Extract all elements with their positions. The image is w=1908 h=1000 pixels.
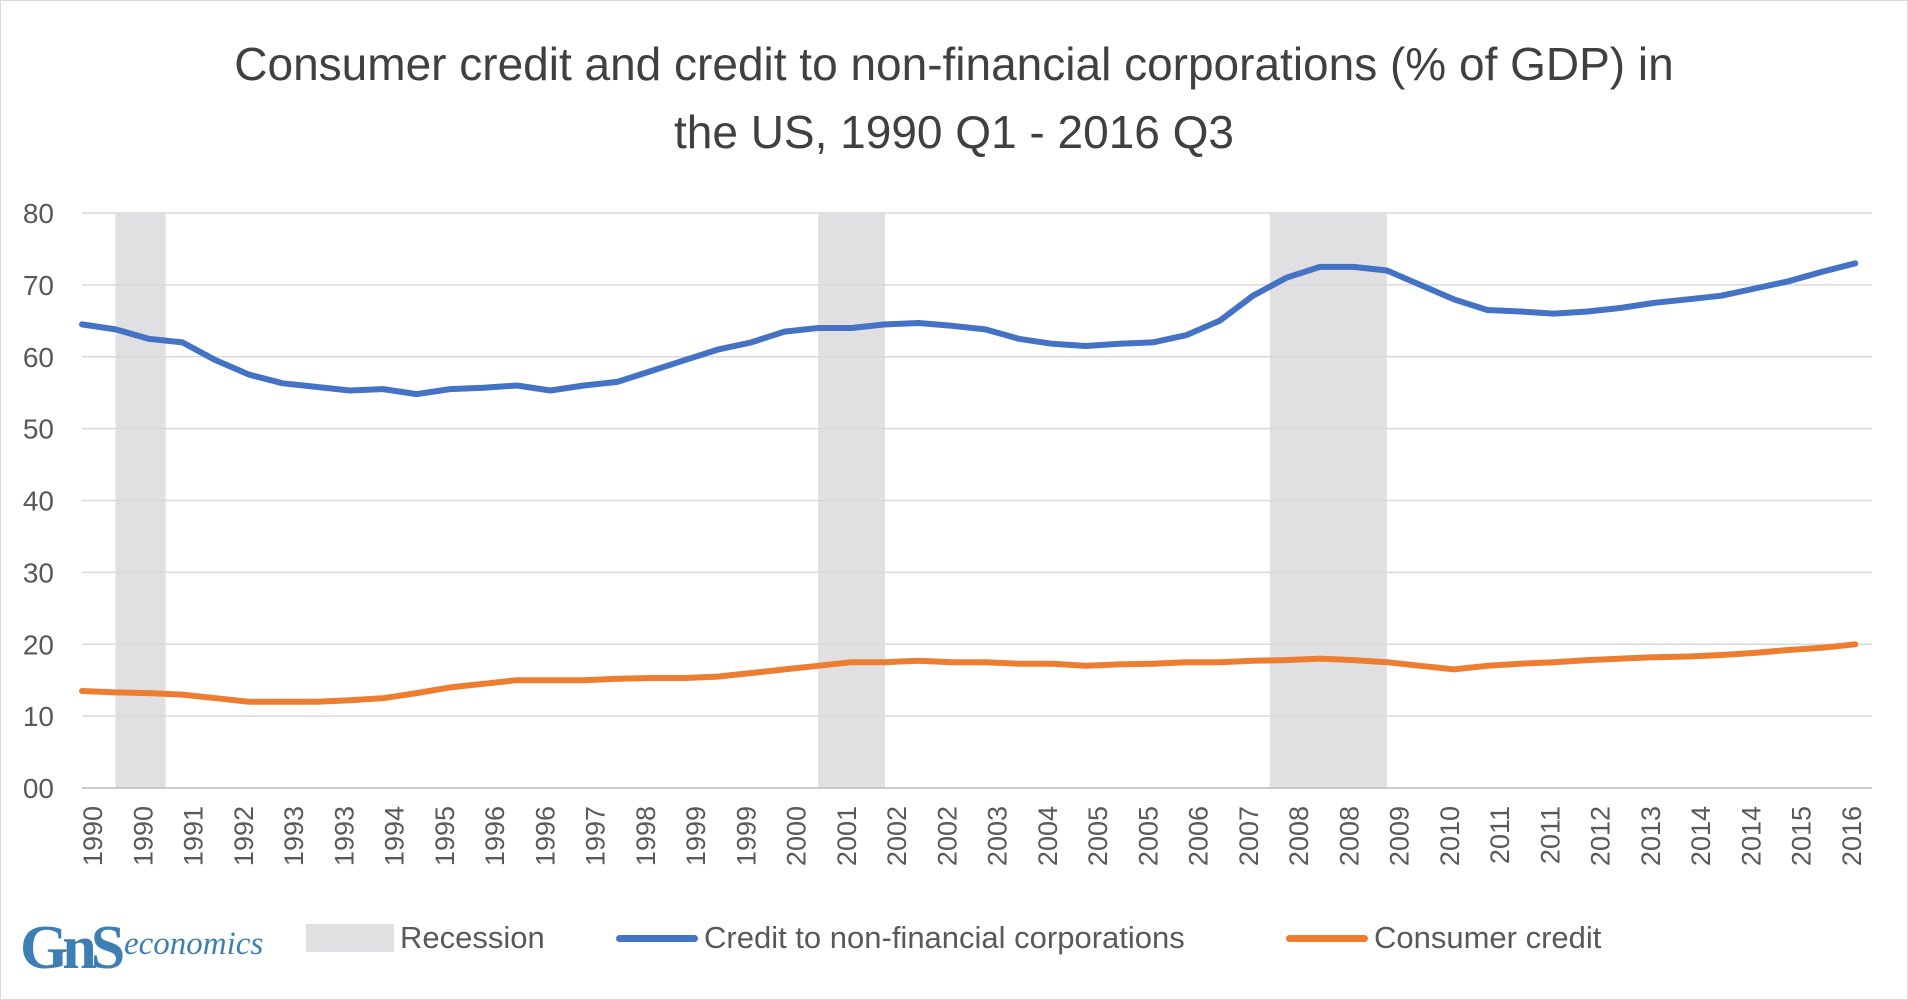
y-tick-label: 80 [23,198,54,229]
y-tick-label: 60 [23,342,54,373]
x-tick-label: 2011 [1485,806,1515,864]
x-tick-label: 2006 [1184,806,1214,866]
x-tick-label: 2008 [1334,806,1364,866]
legend-item-corporate-credit: Credit to non-financial corporations [616,918,1185,958]
x-tick-label: 2000 [782,806,812,866]
x-tick-label: 2013 [1636,806,1666,866]
x-tick-label: 2005 [1083,806,1113,866]
x-tick-label: 2002 [932,806,962,866]
x-tick-label: 2009 [1385,806,1415,866]
x-tick-label: 1999 [681,806,711,866]
legend-label-consumer-credit: Consumer credit [1374,920,1602,955]
series-lines [79,260,1859,705]
legend-item-consumer-credit: Consumer credit [1286,918,1601,958]
y-tick-label: 70 [23,270,54,301]
x-tick-label: 2003 [983,806,1013,866]
y-tick-label: 30 [23,557,54,588]
x-tick-label: 2014 [1686,806,1716,866]
x-tick-label: 1990 [128,806,158,866]
x-tick-label: 1998 [631,806,661,866]
x-tick-label: 2011 [1535,806,1565,864]
x-tick-label: 2016 [1837,806,1867,866]
x-tick-label: 1996 [530,806,560,866]
legend-swatch-corporate-credit [616,934,698,942]
y-axis-ticks: 00 10 20 30 40 50 60 70 80 [23,198,54,804]
y-tick-label: 20 [23,629,54,660]
x-tick-label: 1993 [279,806,309,866]
x-tick-label: 1999 [731,806,761,866]
legend-swatch-recession [306,924,394,952]
chart-title: Consumer credit and credit to non-financ… [234,38,1674,158]
y-tick-label: 00 [23,773,54,804]
x-tick-label: 2001 [832,806,862,866]
x-tick-label: 2004 [1033,806,1063,866]
x-tick-label: 1995 [430,806,460,866]
x-tick-label: 2007 [1234,806,1264,866]
x-tick-label: 2015 [1787,806,1817,866]
x-tick-label: 1990 [78,806,108,866]
gridlines [82,212,1872,789]
x-tick-label: 1997 [581,806,611,866]
x-tick-label: 1991 [179,806,209,866]
series-line-consumer-credit [79,641,1859,705]
y-tick-label: 10 [23,701,54,732]
logo-mark: GnS [20,914,123,982]
x-tick-label: 2002 [882,806,912,866]
legend-item-recession: Recession [306,918,545,958]
legend-swatch-consumer-credit [1286,934,1368,942]
x-tick-label: 1994 [380,806,410,866]
y-tick-label: 50 [23,414,54,445]
legend-label-recession: Recession [400,920,545,955]
x-tick-label: 2008 [1284,806,1314,866]
x-tick-label: 2014 [1736,806,1766,866]
series-line-corporate-credit [79,260,1859,398]
legend-label-corporate-credit: Credit to non-financial corporations [704,920,1185,955]
x-tick-label: 2010 [1435,806,1465,866]
y-tick-label: 40 [23,486,54,517]
x-tick-label: 1993 [329,806,359,866]
x-tick-label: 2012 [1586,806,1616,866]
logo-word: economics [124,926,264,962]
x-tick-label: 2005 [1133,806,1163,866]
x-axis-ticks: 1990 1990 1991 1992 1993 1993 1994 1995 1996 1996… [78,806,1867,866]
logo: GnS [20,914,129,982]
x-tick-label: 1996 [480,806,510,866]
x-tick-label: 1992 [229,806,259,866]
